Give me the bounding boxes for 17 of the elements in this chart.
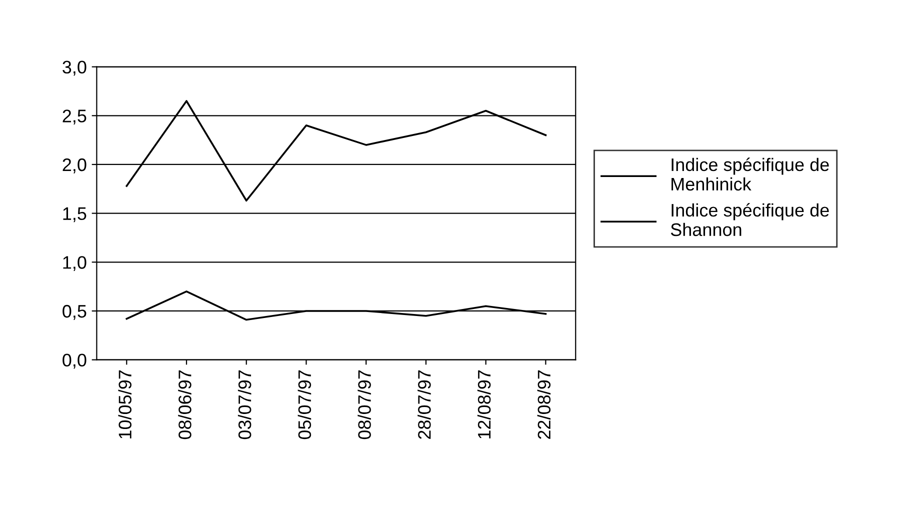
y-tick-label: 0,5: [62, 304, 86, 320]
x-tick-label: 12/08/97: [477, 370, 491, 438]
y-tick-label: 3,0: [62, 60, 86, 76]
y-tick-label: 0,0: [62, 354, 86, 369]
y-tick-label: 1,0: [63, 256, 86, 271]
legend-label: Indice spécifique de Menhinick: [672, 158, 829, 191]
x-tick-label: 05/07/97: [298, 370, 312, 440]
y-tick-label: 2,5: [62, 110, 86, 125]
x-tick-label: 10/05/97: [118, 370, 132, 438]
x-tick-label: 08/07/97: [358, 370, 371, 440]
y-tick-label: 2,0: [62, 158, 86, 174]
x-tick-label: 08/06/97: [178, 370, 192, 440]
x-tick-label: 22/08/97: [537, 370, 551, 439]
y-tick-label: 1,5: [63, 207, 86, 222]
legend-label: Indice spécifique de Shannon: [670, 203, 829, 236]
x-tick-label: 28/07/97: [418, 370, 431, 439]
x-tick-label: 03/07/97: [238, 370, 252, 440]
